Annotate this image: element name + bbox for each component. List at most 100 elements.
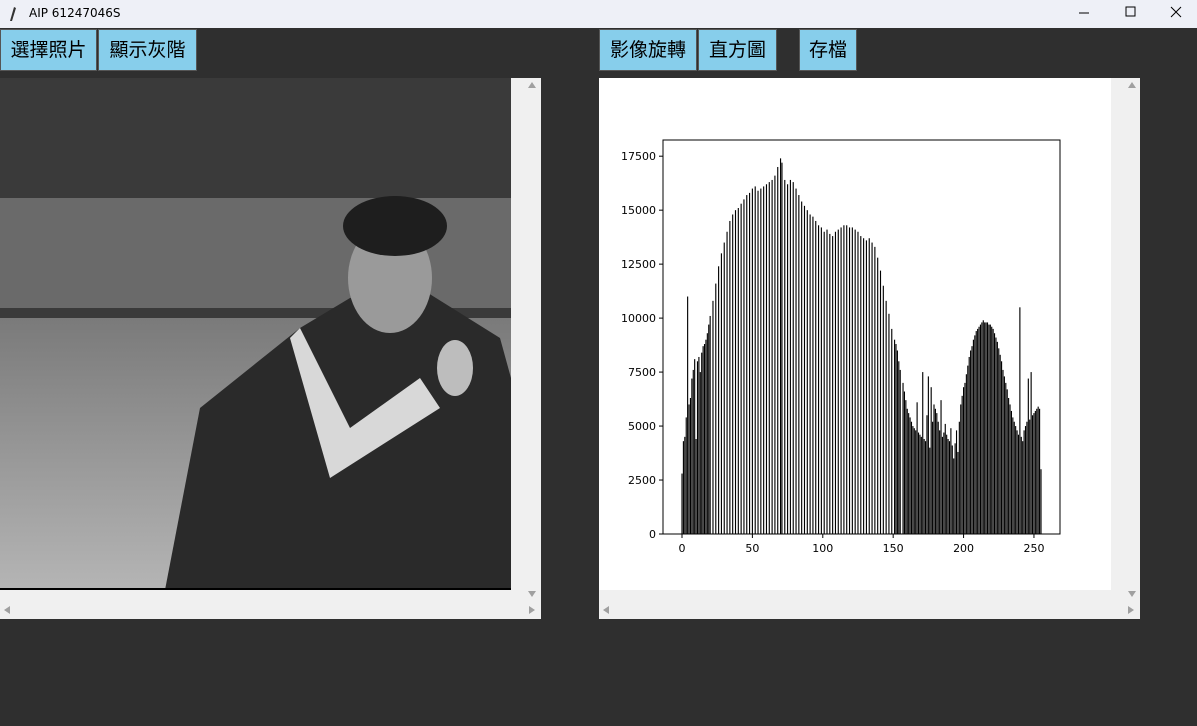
bar: [894, 339, 896, 534]
bar: [891, 328, 893, 534]
bar: [1022, 441, 1024, 534]
y-tick-label: 2500: [628, 474, 656, 487]
bar: [746, 195, 748, 534]
bar: [924, 441, 927, 534]
image-panel: [0, 78, 541, 619]
bar: [801, 201, 803, 534]
title-bar: AIP 61247046S: [0, 0, 1197, 28]
histogram-chart: 0 2500 5000 7500 10000 12500 15000 17500 0 50 100 1…: [599, 78, 1140, 619]
bar: [988, 324, 990, 534]
bar: [926, 415, 928, 534]
bar: [815, 220, 817, 534]
bar: [1008, 397, 1010, 534]
bar: [974, 335, 976, 534]
x-tick-label: 200: [953, 542, 974, 555]
bar: [975, 331, 977, 534]
bar: [970, 350, 972, 534]
bar: [709, 315, 711, 534]
bar: [871, 242, 873, 534]
bar: [1036, 408, 1038, 534]
bar: [958, 421, 960, 534]
bar: [820, 227, 822, 535]
bar: [979, 324, 982, 534]
bar: [751, 188, 753, 534]
bar: [895, 344, 897, 534]
bar: [1009, 404, 1011, 534]
bar: [817, 225, 820, 534]
bar: [947, 439, 949, 534]
button[interactable]: 影像旋轉: [599, 29, 697, 71]
bar: [967, 365, 969, 534]
h-scrollbar[interactable]: [0, 603, 541, 619]
bar: [754, 186, 756, 534]
bar: [687, 296, 689, 534]
y-tick-label: 5000: [628, 420, 656, 433]
bar: [1006, 389, 1008, 534]
bar: [826, 229, 828, 534]
bar: [688, 404, 690, 534]
bar: [1015, 426, 1017, 534]
bar: [946, 434, 948, 534]
window-title: AIP 61247046S: [29, 6, 121, 20]
h-scrollbar[interactable]: [599, 603, 1140, 619]
bar: [712, 300, 714, 534]
bar: [968, 356, 970, 534]
bar: [732, 214, 734, 535]
bar: [765, 184, 768, 534]
bar: [953, 458, 955, 534]
bar: [1001, 361, 1003, 534]
bar: [939, 430, 941, 534]
bar: [698, 356, 700, 534]
bar: [701, 352, 703, 534]
bar: [868, 238, 870, 534]
bar: [784, 179, 786, 534]
bar: [982, 320, 984, 534]
bar: [954, 443, 956, 534]
bar: [729, 220, 731, 534]
bar: [843, 225, 845, 534]
button[interactable]: 選擇照片: [0, 29, 97, 71]
bar: [951, 445, 953, 534]
bar: [706, 333, 708, 534]
bar: [877, 257, 879, 534]
button[interactable]: 直方圖: [698, 29, 777, 71]
bar: [832, 236, 834, 534]
bar: [837, 229, 839, 534]
x-tick-label: 50: [745, 542, 759, 555]
bar: [986, 322, 989, 534]
bar: [985, 322, 987, 534]
bar: [906, 408, 908, 534]
y-tick-label: 10000: [621, 312, 656, 325]
bar: [684, 436, 686, 534]
bar: [798, 195, 800, 534]
bar: [912, 426, 914, 534]
bar: [874, 246, 876, 534]
bar: [919, 434, 921, 534]
bar: [749, 192, 751, 534]
v-scrollbar[interactable]: [1123, 78, 1140, 603]
bar: [995, 337, 997, 534]
bar: [846, 225, 848, 534]
bar: [993, 333, 996, 534]
maximize[interactable]: [1125, 6, 1136, 17]
bar: [708, 324, 710, 534]
bar: [771, 179, 773, 534]
bar: [787, 184, 789, 534]
y-tick-label: 12500: [621, 258, 656, 271]
bar: [913, 428, 915, 534]
bar: [937, 421, 939, 534]
bar: [1024, 426, 1027, 534]
bar: [823, 231, 825, 534]
bar: [934, 408, 936, 534]
button[interactable]: 顯示灰階: [98, 29, 197, 71]
bar: [917, 432, 920, 534]
button[interactable]: 存檔: [799, 29, 857, 71]
hood-trim: [290, 328, 440, 478]
bar: [726, 231, 728, 534]
close[interactable]: [1170, 6, 1182, 18]
v-scrollbar[interactable]: [512, 78, 541, 603]
bar: [682, 441, 684, 534]
bar: [1037, 406, 1039, 534]
bar: [777, 166, 779, 534]
x-tick-label: 0: [679, 542, 686, 555]
